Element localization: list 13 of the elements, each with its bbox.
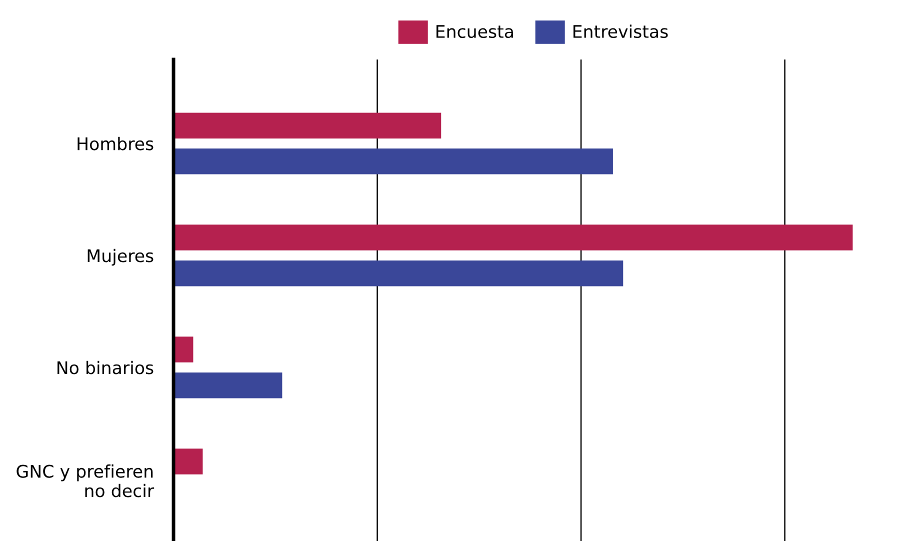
bar (174, 224, 853, 250)
bar (174, 372, 282, 398)
bar (174, 148, 613, 174)
legend-label: Encuesta (436, 25, 513, 38)
bar (174, 336, 194, 362)
y-tick-label: No binarios (58, 360, 154, 374)
y-tick-label: Hombres (78, 136, 154, 150)
bar (174, 260, 624, 286)
bar (174, 112, 442, 138)
legend-label: Entrevistas (574, 24, 668, 38)
y-tick-label: GNC y prefieren no decir (16, 464, 154, 498)
y-tick-label: Mujeres (88, 248, 154, 266)
bar (174, 448, 203, 474)
